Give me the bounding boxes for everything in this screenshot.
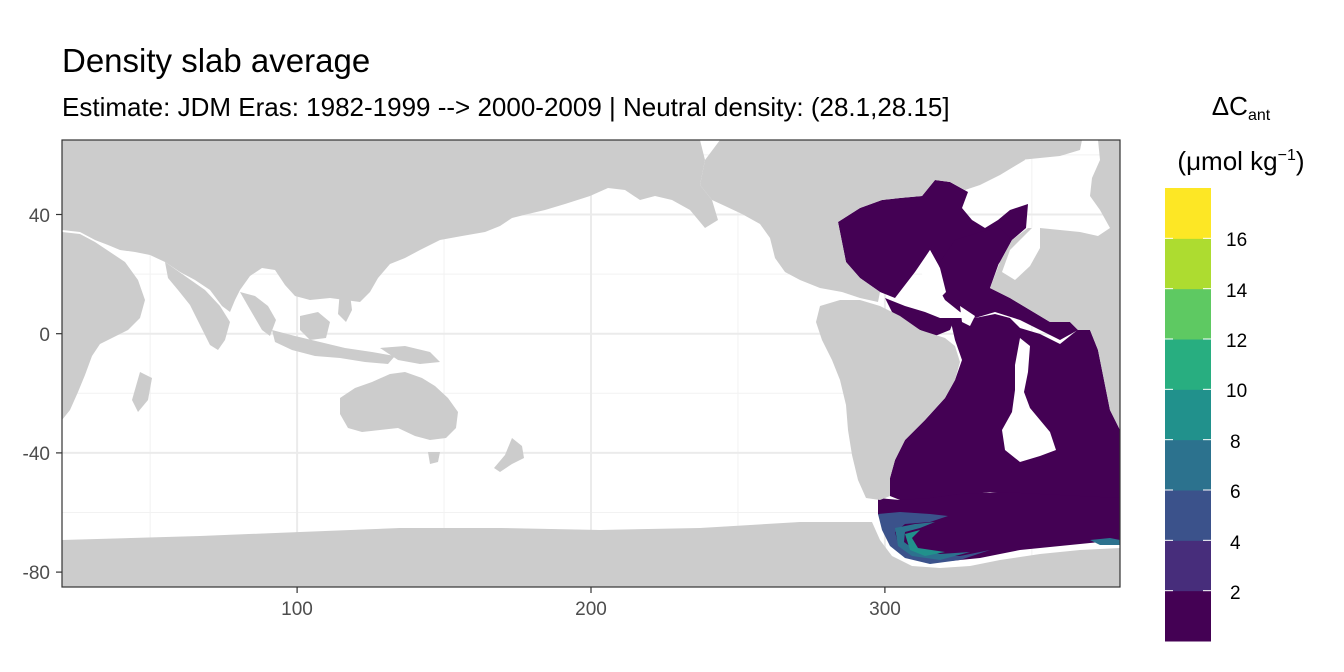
region-southern-ocean (878, 492, 1120, 562)
land-antarctica (62, 522, 1120, 587)
y-tick-label-0: 0 (39, 325, 50, 346)
legend-label-4: 4 (1230, 533, 1241, 554)
legend-unit-exponent: −1 (1277, 147, 1296, 164)
legend-labels: 2 4 6 8 10 12 14 16 (1226, 230, 1248, 604)
region-south-atlantic (890, 314, 1120, 502)
legend-bin (1165, 238, 1211, 290)
legend-colorbar (1165, 188, 1211, 642)
legend-label-10: 10 (1226, 381, 1247, 402)
delta-cant-field (838, 180, 1120, 562)
x-tick-label-200: 200 (575, 599, 607, 620)
chart-subtitle: Estimate: JDM Eras: 1982-1999 --> 2000-2… (62, 92, 950, 122)
land-borneo (300, 312, 330, 340)
region-central-atlantic (935, 228, 1078, 340)
legend-label-16: 16 (1226, 230, 1247, 251)
land-greenland (1000, 140, 1082, 160)
x-tick-label-100: 100 (281, 599, 313, 620)
y-tick-label-minus40: -40 (23, 444, 50, 465)
legend-bin (1165, 188, 1211, 239)
land-southeast-asia (240, 292, 276, 336)
land-new-zealand (494, 438, 524, 472)
legend-label-14: 14 (1226, 281, 1248, 302)
legend-subscript: ant (1247, 107, 1271, 124)
land-south-america (816, 300, 960, 500)
land-indonesia (272, 330, 395, 364)
missing-data-gaps (920, 220, 1056, 462)
land-australia (340, 372, 458, 440)
land-europe-africa (990, 140, 1120, 430)
legend-label-2: 2 (1230, 583, 1241, 604)
legend-symbol: ΔC (1211, 91, 1248, 121)
legend-label-12: 12 (1226, 331, 1247, 352)
land-philippines (338, 290, 352, 322)
legend-bin (1165, 339, 1211, 390)
land-north-america (700, 140, 1025, 302)
region-caribbean (885, 298, 955, 336)
legend-unit-suffix: ) (1295, 146, 1305, 176)
legend-label-8: 8 (1230, 432, 1241, 453)
legend-label-6: 6 (1230, 482, 1241, 503)
land-japan (375, 212, 410, 260)
y-tick-label-40: 40 (29, 206, 50, 227)
land-asia (62, 140, 718, 312)
land-india (165, 262, 230, 350)
chart-title: Density slab average (62, 42, 371, 79)
land-mask (62, 140, 1120, 587)
legend-bin (1165, 288, 1211, 340)
legend-bin (1165, 439, 1211, 491)
y-tick-label-minus80: -80 (23, 563, 50, 584)
legend-bin (1165, 490, 1211, 541)
x-tick-label-300: 300 (869, 599, 901, 620)
land-madagascar (132, 372, 152, 412)
land-new-guinea (380, 346, 440, 364)
land-arabia-africa (62, 232, 145, 420)
legend-bin (1165, 590, 1211, 642)
legend-unit-prefix: (μmol kg (1177, 146, 1278, 176)
land-tasmania (428, 452, 440, 464)
legend-bin (1165, 389, 1211, 441)
legend-bin (1165, 540, 1211, 592)
legend-title: ΔCant (μmol kg−1) (1156, 86, 1326, 181)
axis-ticks (56, 213, 886, 593)
axis-labels: 100 200 300 40 0 -40 -80 (23, 206, 901, 620)
